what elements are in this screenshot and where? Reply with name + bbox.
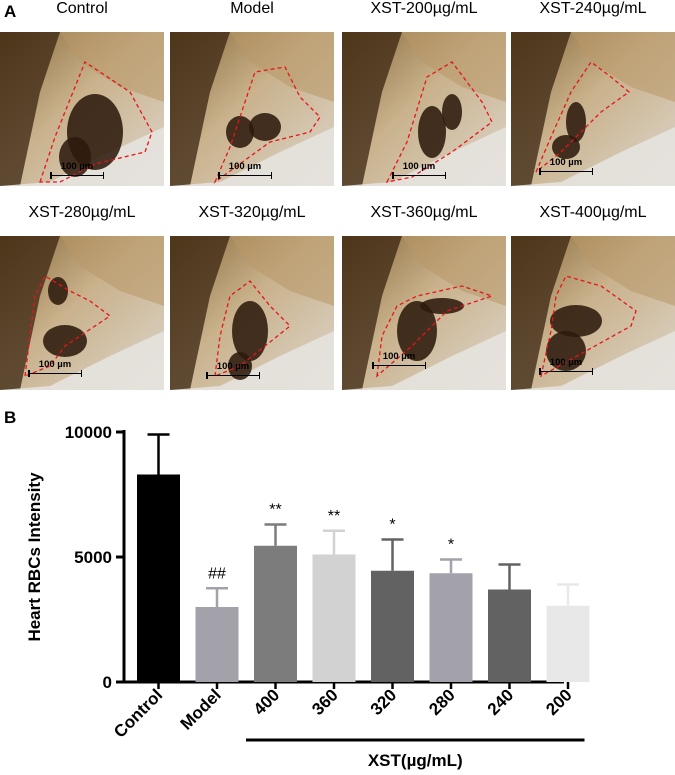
scale-bar-label: 100 µm bbox=[549, 157, 583, 168]
scale-bar: 100 µm bbox=[392, 161, 446, 179]
micrograph-image: 100 µm bbox=[0, 32, 164, 186]
image-title: XST-320µg/mL bbox=[198, 204, 306, 221]
scale-bar: 100 µm bbox=[218, 161, 272, 179]
micrograph-image: 100 µm bbox=[342, 236, 506, 390]
group-label: XST(µg/mL) bbox=[368, 751, 463, 770]
bar bbox=[137, 474, 180, 682]
x-tick-label: 400 bbox=[250, 685, 283, 718]
micrograph-image: 100 µm bbox=[170, 32, 334, 186]
bar bbox=[195, 607, 239, 682]
bar bbox=[546, 605, 590, 682]
y-tick-label: 10000 bbox=[65, 423, 112, 442]
bar bbox=[371, 570, 414, 682]
bar bbox=[312, 554, 356, 682]
scale-bar: 100 µm bbox=[372, 351, 426, 369]
bar bbox=[254, 545, 297, 682]
scale-bar-label: 100 µm bbox=[228, 161, 262, 172]
micrograph-image: 100 µm bbox=[342, 32, 506, 186]
scale-bar: 100 µm bbox=[539, 357, 593, 375]
image-title: XST-400µg/mL bbox=[539, 204, 647, 221]
x-tick-label: 320 bbox=[367, 685, 400, 718]
micrograph-image: 100 µm bbox=[0, 236, 164, 390]
scale-bar-label: 100 µm bbox=[549, 357, 583, 368]
y-axis-label: Heart RBCs Intensity bbox=[25, 472, 44, 642]
micrograph-image: 100 µm bbox=[511, 236, 675, 390]
x-tick-label: Model bbox=[177, 685, 225, 733]
significance-label: ** bbox=[269, 502, 281, 519]
x-tick-label: 360 bbox=[308, 685, 341, 718]
scale-bar-label: 100 µm bbox=[38, 359, 72, 370]
image-title: XST-360µg/mL bbox=[370, 204, 478, 221]
y-tick-label: 5000 bbox=[74, 548, 112, 567]
panel-a-label: A bbox=[4, 2, 17, 21]
significance-label: ** bbox=[328, 508, 340, 525]
scale-bar: 100 µm bbox=[28, 359, 82, 377]
y-tick-label: 0 bbox=[103, 673, 112, 692]
scale-bar: 100 µm bbox=[206, 361, 260, 379]
x-tick-label: Control bbox=[110, 685, 166, 741]
scale-bar: 100 µm bbox=[50, 161, 104, 179]
scale-bar-label: 100 µm bbox=[382, 351, 416, 362]
significance-label: * bbox=[448, 537, 454, 554]
image-title: Control bbox=[56, 0, 108, 17]
micrograph-image: 100 µm bbox=[170, 236, 334, 390]
image-title: XST-240µg/mL bbox=[539, 0, 647, 17]
scale-bar-label: 100 µm bbox=[402, 161, 436, 172]
bar bbox=[488, 589, 531, 682]
image-title: XST-280µg/mL bbox=[28, 204, 136, 221]
panel-b-label: B bbox=[4, 408, 17, 427]
micrograph-image: 100 µm bbox=[511, 32, 675, 186]
x-tick-label: 240 bbox=[484, 685, 517, 718]
image-title: Model bbox=[230, 0, 274, 17]
significance-label: ## bbox=[208, 565, 226, 582]
scale-bar: 100 µm bbox=[539, 157, 593, 175]
image-title: XST-200µg/mL bbox=[370, 0, 478, 17]
x-tick-label: 280 bbox=[425, 685, 458, 718]
x-tick-label: 200 bbox=[542, 685, 575, 718]
bar bbox=[429, 573, 473, 682]
significance-label: * bbox=[389, 517, 395, 534]
scale-bar-label: 100 µm bbox=[60, 161, 94, 172]
scale-bar-label: 100 µm bbox=[216, 361, 250, 372]
